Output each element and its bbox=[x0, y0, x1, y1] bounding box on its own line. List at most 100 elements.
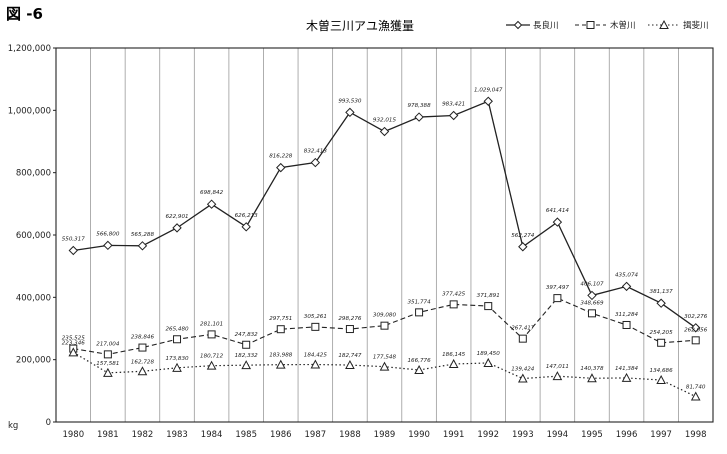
x-tick-label: 1981 bbox=[97, 430, 119, 440]
data-point-kiso bbox=[380, 321, 389, 330]
data-label-kiso: 235,525 bbox=[62, 336, 86, 342]
data-point-ibi bbox=[103, 367, 113, 377]
data-point-kiso bbox=[173, 335, 182, 344]
data-label-nagara: 626,213 bbox=[235, 213, 259, 219]
data-point-nagara bbox=[103, 240, 113, 251]
y-tick-label: 1,000,000 bbox=[8, 106, 51, 116]
y-tick-label: 400,000 bbox=[16, 293, 51, 303]
data-label-kiso: 311,284 bbox=[615, 312, 639, 318]
data-point-ibi bbox=[552, 371, 563, 381]
data-point-ibi bbox=[345, 359, 355, 370]
data-label-kiso: 238,846 bbox=[131, 335, 155, 341]
chart-title: 木曽三川アユ漁獲量 bbox=[306, 18, 414, 33]
data-label-ibi: 182,332 bbox=[235, 353, 259, 359]
series-group: 550,317 566,800 565,288 622,901 698,842 626,2… bbox=[62, 87, 708, 401]
data-label-nagara: 562,274 bbox=[511, 233, 535, 239]
data-label-kiso: 217,004 bbox=[96, 341, 120, 347]
legend-marker-diamond bbox=[513, 20, 523, 30]
y-tick-label: 1,200,000 bbox=[8, 44, 51, 54]
data-label-nagara: 302,276 bbox=[684, 314, 708, 320]
x-tick-label: 1988 bbox=[339, 430, 361, 440]
figure-label: 図 -6 bbox=[6, 5, 43, 23]
data-point-ibi bbox=[483, 357, 494, 367]
x-tick-label: 1991 bbox=[443, 430, 465, 440]
data-point-ibi bbox=[275, 359, 286, 369]
data-point-kiso bbox=[622, 320, 631, 329]
data-point-kiso bbox=[345, 325, 354, 334]
data-point-ibi bbox=[241, 360, 252, 370]
data-label-ibi: 139,424 bbox=[511, 367, 535, 373]
data-point-kiso bbox=[449, 300, 458, 309]
x-tick-label: 1983 bbox=[166, 430, 188, 440]
data-label-nagara: 1,029,047 bbox=[474, 87, 503, 93]
data-point-nagara bbox=[691, 323, 701, 333]
data-label-ibi: 134,686 bbox=[650, 368, 674, 374]
data-label-kiso: 351,774 bbox=[408, 299, 432, 305]
data-label-kiso: 297,751 bbox=[269, 316, 292, 322]
data-point-ibi bbox=[206, 360, 217, 370]
data-point-ibi bbox=[414, 364, 424, 375]
data-label-nagara: 978,388 bbox=[408, 103, 432, 109]
data-label-ibi: 186,145 bbox=[442, 352, 466, 358]
data-point-kiso bbox=[553, 294, 562, 303]
data-label-nagara: 435,074 bbox=[615, 272, 639, 278]
x-tick-label: 1994 bbox=[547, 430, 569, 440]
data-point-ibi bbox=[310, 359, 321, 369]
x-tick-label: 1980 bbox=[62, 430, 84, 440]
series-kiso: 235,525 217,004 238,846 265,480 281,101 247,8… bbox=[62, 285, 708, 359]
y-tick-label: 0 bbox=[46, 418, 51, 428]
data-label-nagara: 641,414 bbox=[546, 208, 570, 214]
legend-label-kiso: 木曽川 bbox=[610, 20, 636, 31]
data-label-kiso: 397,497 bbox=[546, 285, 570, 291]
x-tick-label: 1995 bbox=[581, 430, 603, 440]
data-point-kiso bbox=[691, 336, 700, 345]
y-unit-label: kg bbox=[8, 421, 18, 431]
data-point-kiso bbox=[242, 340, 251, 349]
data-point-nagara bbox=[621, 281, 632, 292]
y-tick-label: 800,000 bbox=[16, 169, 51, 179]
data-point-ibi bbox=[68, 347, 79, 357]
x-tick-label: 1992 bbox=[477, 430, 499, 440]
data-label-kiso: 254,205 bbox=[650, 330, 674, 336]
data-label-kiso: 298,276 bbox=[338, 316, 362, 322]
data-point-kiso bbox=[138, 343, 147, 352]
data-label-ibi: 182,747 bbox=[338, 353, 362, 359]
y-tick-label: 600,000 bbox=[16, 231, 51, 241]
data-label-ibi: 141,384 bbox=[615, 366, 639, 372]
data-point-ibi bbox=[621, 372, 632, 382]
data-label-nagara: 993,530 bbox=[338, 98, 362, 104]
data-point-kiso bbox=[207, 330, 216, 339]
data-label-kiso: 267,417 bbox=[511, 326, 535, 332]
data-label-ibi: 157,581 bbox=[96, 361, 119, 367]
series-nagara: 550,317 566,800 565,288 622,901 698,842 626,2… bbox=[62, 87, 708, 333]
data-label-nagara: 406,107 bbox=[580, 281, 604, 287]
x-tick-label: 1996 bbox=[616, 430, 638, 440]
x-tick-label: 1998 bbox=[685, 430, 707, 440]
data-label-kiso: 377,425 bbox=[442, 291, 466, 297]
x-tick-label: 1985 bbox=[235, 430, 257, 440]
data-label-nagara: 565,288 bbox=[131, 232, 155, 238]
x-tick-label: 1993 bbox=[512, 430, 534, 440]
data-point-ibi bbox=[656, 374, 666, 385]
data-label-ibi: 184,425 bbox=[304, 353, 328, 359]
data-point-kiso bbox=[518, 334, 527, 343]
data-label-nagara: 816,228 bbox=[269, 154, 293, 160]
data-point-ibi bbox=[448, 358, 459, 368]
data-point-ibi bbox=[379, 361, 390, 371]
x-tick-labels: 1980 1981 1982 1983 1984 1985 1986 1987 1988 1989… bbox=[62, 430, 706, 440]
x-tick-label: 1997 bbox=[650, 430, 672, 440]
x-tick-label: 1986 bbox=[270, 430, 292, 440]
legend-label-ibi: 揖斐川 bbox=[683, 20, 709, 31]
data-label-ibi: 183,988 bbox=[269, 353, 293, 359]
x-tick-label: 1984 bbox=[201, 430, 223, 440]
data-point-kiso bbox=[587, 309, 596, 318]
data-label-nagara: 832,413 bbox=[304, 149, 328, 155]
data-label-ibi: 177,548 bbox=[373, 355, 397, 361]
data-point-kiso bbox=[484, 302, 493, 311]
data-point-nagara bbox=[172, 223, 182, 233]
data-point-ibi bbox=[587, 373, 597, 383]
data-label-kiso: 281,101 bbox=[200, 321, 223, 327]
data-point-nagara bbox=[483, 96, 493, 106]
data-label-kiso: 247,832 bbox=[235, 332, 259, 338]
